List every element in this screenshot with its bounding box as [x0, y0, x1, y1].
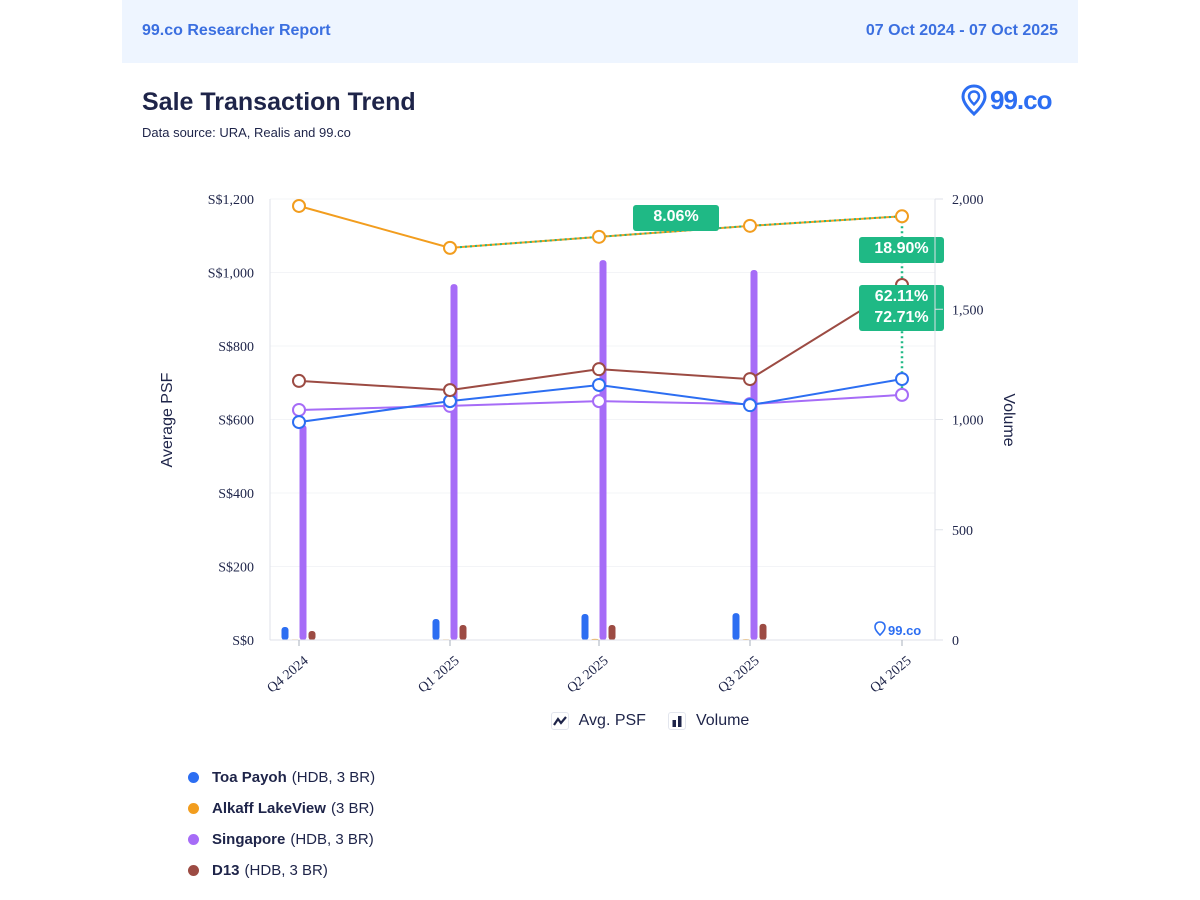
- spread-annotation-box: [859, 237, 944, 263]
- y2-tick-label: 500: [952, 524, 973, 539]
- date-range: 07 Oct 2024 - 07 Oct 2025: [865, 22, 1058, 39]
- mode-legend-label: Volume: [695, 712, 750, 729]
- y-axis-title: Average PSF: [159, 372, 176, 467]
- volume-bar: [281, 626, 289, 640]
- y-tick-label: S$200: [218, 561, 254, 576]
- bar-chart-icon: [667, 712, 686, 730]
- chart: 8.06% 18.90% 62.11% 72.71% 99.co S$0 S$200 S$4…: [159, 193, 1017, 697]
- y2-tick-label: 1,500: [952, 303, 984, 318]
- psf-point: [895, 209, 909, 224]
- y-tick-label: S$600: [218, 414, 254, 429]
- legend-name: Toa Payoh: [212, 769, 287, 786]
- series-legend: Toa Payoh (HDB, 3 BR) Alkaff LakeView (3…: [188, 762, 375, 886]
- data-source: Data source: URA, Realis and 99.co: [142, 125, 351, 140]
- legend-detail: (HDB, 3 BR): [244, 862, 328, 879]
- y2-axis-title: Volume: [1000, 393, 1017, 446]
- y-tick-label: S$800: [218, 340, 254, 355]
- psf-point: [292, 402, 306, 417]
- psf-point: [443, 240, 457, 255]
- report-header-bar: 99.co Researcher Report 07 Oct 2024 - 07…: [122, 0, 1078, 63]
- psf-point: [743, 218, 757, 233]
- x-tick-label: Q2 2025: [565, 654, 612, 697]
- volume-bar: [450, 284, 458, 640]
- y-tick-label: S$400: [218, 487, 254, 502]
- psf-point: [443, 383, 457, 398]
- psf-point: [292, 415, 306, 430]
- location-pin-icon: [874, 621, 886, 637]
- growth-annotation-label: 8.06%: [653, 208, 698, 225]
- volume-bar: [432, 619, 440, 640]
- volume-bar: [608, 625, 616, 640]
- volume-bar: [759, 623, 767, 640]
- volume-bar: [599, 260, 607, 640]
- psf-point: [592, 229, 606, 244]
- legend-dot: [188, 834, 199, 845]
- volume-bar: [299, 425, 307, 640]
- volume-bar: [581, 613, 589, 640]
- y-tick-label: S$0: [232, 634, 254, 649]
- legend-name: Alkaff LakeView: [212, 800, 326, 817]
- legend-name: D13: [212, 862, 240, 879]
- line-chart-icon: [550, 712, 569, 730]
- psf-point: [743, 372, 757, 387]
- psf-point: [743, 398, 757, 413]
- legend-detail: (HDB, 3 BR): [291, 769, 376, 786]
- chart-title: Sale Transaction Trend: [142, 88, 416, 116]
- x-tick-label: Q4 2024: [265, 654, 312, 697]
- legend-item-d13[interactable]: D13 (HDB, 3 BR): [188, 855, 375, 886]
- y2-tick-label: 0: [952, 634, 959, 649]
- legend-item-alkaff-lakeview[interactable]: Alkaff LakeView (3 BR): [188, 793, 375, 824]
- volume-bar: [308, 630, 316, 640]
- growth-annotation-box: [633, 205, 719, 231]
- y2-tick-label: 1,000: [952, 414, 984, 429]
- legend-dot: [188, 803, 199, 814]
- psf-point: [592, 362, 606, 377]
- spread-annotation-label: 18.90%: [874, 240, 928, 257]
- legend-dot: [188, 865, 199, 876]
- location-pin-icon: [961, 84, 987, 116]
- psf-point: [292, 373, 306, 388]
- spread-annotation-label: 62.11%: [875, 288, 928, 305]
- legend-detail: (3 BR): [330, 800, 375, 817]
- legend-dot: [188, 772, 199, 783]
- y-tick-label: S$1,200: [208, 193, 254, 208]
- y2-tick-label: 2,000: [952, 193, 984, 208]
- mode-legend-volume[interactable]: Volume: [667, 712, 750, 730]
- volume-bar: [732, 613, 740, 640]
- psf-point: [895, 372, 909, 387]
- mode-legend-avg-psf[interactable]: Avg. PSF: [550, 712, 646, 730]
- brand-logo: 99.co: [960, 84, 1052, 116]
- spread-annotation-label: 72.71%: [874, 309, 928, 326]
- volume-bar: [459, 625, 467, 640]
- legend-name: Singapore: [212, 831, 286, 848]
- x-tick-label: Q3 2025: [716, 654, 763, 697]
- spread-annotation-box: [859, 285, 944, 331]
- volume-bar: [750, 270, 758, 640]
- x-tick-label: Q4 2025: [868, 654, 915, 697]
- psf-point: [292, 198, 306, 213]
- legend-detail: (HDB, 3 BR): [290, 831, 374, 848]
- psf-point: [592, 377, 606, 392]
- mode-legend-label: Avg. PSF: [578, 712, 646, 729]
- trend-dotted-line: [449, 215, 903, 249]
- psf-point: [895, 387, 909, 402]
- legend-item-toa-payoh[interactable]: Toa Payoh (HDB, 3 BR): [188, 762, 375, 793]
- psf-point: [592, 394, 606, 409]
- x-tick-label: Q1 2025: [416, 654, 463, 697]
- watermark-text: 99.co: [888, 623, 921, 638]
- y-tick-label: S$1,000: [208, 267, 254, 282]
- legend-item-singapore[interactable]: Singapore (HDB, 3 BR): [188, 824, 375, 855]
- chart-watermark: 99.co: [874, 621, 921, 638]
- logo-text: 99.co: [990, 84, 1052, 115]
- mode-legend: Avg. PSF Volume: [0, 712, 1200, 730]
- report-label: 99.co Researcher Report: [142, 22, 331, 39]
